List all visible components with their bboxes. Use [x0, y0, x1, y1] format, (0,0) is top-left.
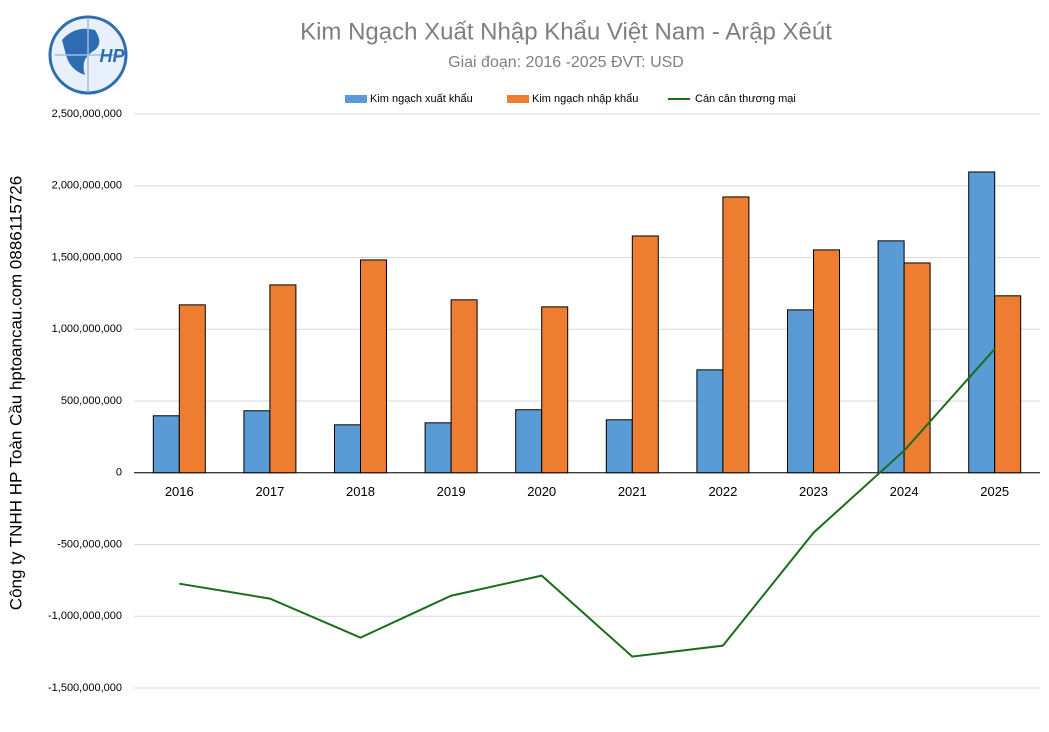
bar [968, 171, 996, 474]
bar [515, 409, 543, 474]
x-tick-label: 2025 [980, 484, 1009, 499]
logo-text: HP [99, 46, 125, 66]
bar [424, 422, 452, 474]
bar [696, 369, 724, 474]
y-tick-label: 500,000,000 [61, 395, 122, 407]
bar [450, 299, 478, 474]
x-tick-label: 2020 [527, 484, 556, 499]
logo-lines [55, 18, 120, 92]
bar [813, 249, 840, 474]
legend-swatch [507, 95, 529, 103]
logo: HP [48, 15, 128, 95]
y-axis-label: Công ty TNHH HP Toàn Cầu hptoancau.com 0… [6, 176, 25, 610]
bar [605, 419, 633, 474]
legend-label: Cán cân thương mại [695, 93, 796, 105]
bar [787, 309, 814, 474]
y-tick-label: -500,000,000 [57, 538, 122, 550]
logo-land [62, 28, 100, 75]
x-tick-label: 2021 [618, 484, 647, 499]
x-tick-label: 2016 [165, 484, 194, 499]
y-tick-label: -1,500,000,000 [48, 682, 122, 694]
y-tick-label: 2,500,000,000 [52, 108, 122, 120]
x-tick-label: 2019 [437, 484, 466, 499]
y-tick-label: 0 [116, 467, 122, 479]
y-tick-label: -1,000,000,000 [48, 610, 122, 622]
bar [178, 304, 206, 474]
bar [269, 284, 297, 474]
chart-title: Kim Ngạch Xuất Nhập Khẩu Việt Nam - Arập… [300, 18, 832, 45]
bar [631, 235, 659, 474]
bar [243, 410, 271, 474]
y-tick-label: 1,000,000,000 [52, 323, 122, 335]
x-tick-label: 2023 [799, 484, 828, 499]
bar [722, 196, 750, 474]
bar [541, 306, 569, 474]
x-tick-label: 2022 [708, 484, 737, 499]
x-tick-label: 2017 [255, 484, 284, 499]
y-tick-label: 2,000,000,000 [52, 180, 122, 192]
bar [994, 295, 1022, 474]
bar [152, 415, 180, 474]
x-tick-label: 2018 [346, 484, 375, 499]
bar [334, 424, 361, 474]
legend-label: Kim ngạch xuất khẩu [370, 93, 473, 105]
y-tick-label: 1,500,000,000 [52, 251, 122, 263]
line [179, 348, 996, 658]
legend-swatch [345, 95, 367, 103]
x-tick-label: 2024 [890, 484, 919, 499]
bar [877, 240, 905, 474]
bar [903, 262, 931, 474]
bar [360, 259, 387, 474]
legend-label: Kim ngạch nhập khẩu [532, 93, 638, 105]
chart-subtitle: Giai đoạn: 2016 -2025 ĐVT: USD [448, 54, 684, 71]
